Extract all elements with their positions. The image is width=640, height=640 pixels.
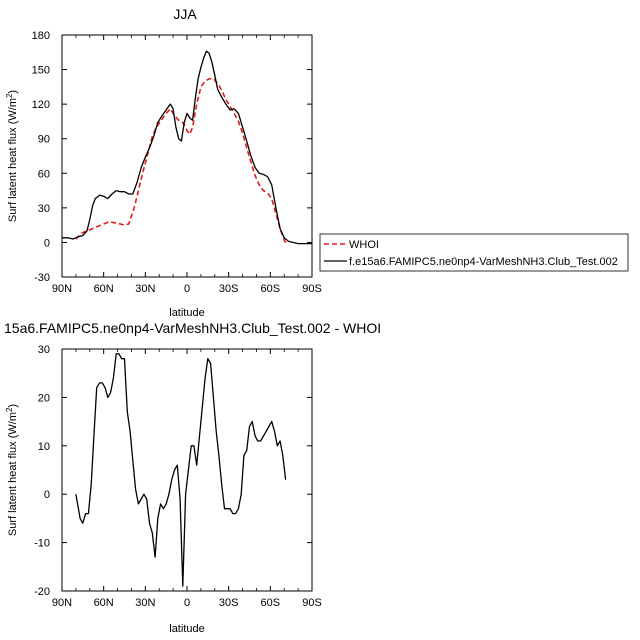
bottom-series-lines: [75, 353, 287, 587]
bottom-y-tick-label: 0: [44, 489, 50, 501]
bottom-y-tick-label: 20: [38, 392, 50, 404]
top-y-axis-title: Surf latent heat flux (W/m2): [5, 90, 20, 222]
top-y-tick-label: 150: [32, 65, 50, 77]
bottom-x-tick-label: 60N: [94, 597, 114, 609]
bottom-axis-ticks: 90N 60N 30N 0 30S 60S 90S -20 -10 0 10 20 30: [34, 344, 322, 609]
top-series-lines: [62, 50, 312, 246]
top-x-axis-title: latitude: [169, 307, 204, 319]
top-y-tick-label: 30: [38, 203, 50, 215]
top-x-tick-label: 90N: [52, 283, 72, 295]
bottom-y-tick-label: 30: [38, 344, 50, 356]
top-y-tick-label: 0: [44, 237, 50, 249]
bottom-y-tick-label: -20: [34, 586, 50, 598]
top-x-tick-label: 30N: [135, 283, 155, 295]
top-series-line-1: [62, 50, 312, 245]
bottom-x-tick-label: 90N: [52, 597, 72, 609]
top-chart-panel: JJA 90N 60N 30N 0 30S 60S 90S -30 0 30 60 90 120 150 1…: [5, 6, 322, 319]
bottom-chart-title: 15a6.FAMIPC5.ne0np4-VarMeshNH3.Club_Test…: [4, 320, 381, 336]
top-y-tick-label: 120: [32, 99, 50, 111]
top-plot-frame: [61, 34, 313, 278]
top-y-tick-label: -30: [34, 272, 50, 284]
bottom-y-axis-title: Surf latent heat flux (W/m2): [5, 404, 20, 536]
bottom-x-tick-label: 90S: [302, 597, 322, 609]
bottom-chart-panel: 15a6.FAMIPC5.ne0np4-VarMeshNH3.Club_Test…: [4, 320, 381, 635]
top-x-tick-label: 30S: [219, 283, 239, 295]
bottom-y-tick-label: -10: [34, 538, 50, 550]
top-y-tick-label: 180: [32, 30, 50, 42]
top-x-tick-label: 90S: [302, 283, 322, 295]
top-y-tick-label: 60: [38, 168, 50, 180]
top-x-tick-label: 60S: [261, 283, 281, 295]
top-x-tick-label: 0: [184, 283, 190, 295]
bottom-series-line-0: [75, 353, 287, 587]
bottom-x-tick-label: 30N: [135, 597, 155, 609]
top-series-line-0: [75, 78, 288, 246]
legend: WHOI f.e15a6.FAMIPC5.ne0np4-VarMeshNH3.C…: [319, 233, 629, 272]
top-y-tick-label: 90: [38, 134, 50, 146]
legend-frame: [319, 233, 629, 272]
top-chart-title: JJA: [173, 6, 197, 22]
top-x-tick-label: 60N: [94, 283, 114, 295]
bottom-y-tick-label: 10: [38, 441, 50, 453]
bottom-x-tick-label: 0: [184, 597, 190, 609]
bottom-x-axis-title: latitude: [169, 623, 204, 635]
bottom-x-tick-label: 60S: [261, 597, 281, 609]
bottom-x-tick-label: 30S: [219, 597, 239, 609]
legend-label-model: f.e15a6.FAMIPC5.ne0np4-VarMeshNH3.Club_T…: [349, 256, 618, 268]
top-axis-ticks: 90N 60N 30N 0 30S 60S 90S -30 0 30 60 90 120 150 180: [32, 30, 322, 295]
bottom-plot-frame: [61, 348, 313, 592]
legend-label-whoi: WHOI: [349, 239, 379, 251]
